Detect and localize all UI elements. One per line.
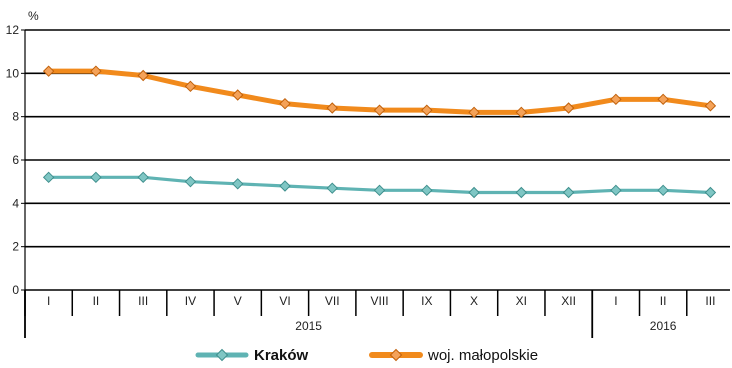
- data-point: [515, 186, 528, 199]
- x-tick-label: V: [234, 294, 242, 308]
- data-point: [42, 171, 55, 184]
- year-label: 2015: [295, 319, 322, 333]
- y-tick-label: 8: [12, 110, 19, 124]
- year-label: 2016: [650, 319, 677, 333]
- x-tick-label: II: [660, 294, 667, 308]
- y-unit-label: %: [28, 9, 39, 23]
- x-tick-label: IV: [185, 294, 196, 308]
- data-point: [326, 182, 338, 194]
- data-point: [90, 65, 102, 77]
- data-point: [421, 184, 433, 197]
- x-tick-label: X: [470, 294, 478, 308]
- x-tick-label: I: [614, 294, 617, 308]
- data-point: [421, 104, 433, 116]
- x-tick-label: XI: [516, 294, 527, 308]
- data-point: [184, 80, 197, 93]
- data-point: [610, 184, 622, 197]
- x-tick-label: III: [138, 294, 148, 308]
- x-tick-label: IX: [421, 294, 432, 308]
- axes: [21, 29, 730, 338]
- data-point: [42, 65, 55, 77]
- data-point: [232, 178, 244, 190]
- legend-marker: [389, 348, 403, 362]
- x-tick-label: VI: [279, 294, 290, 308]
- x-tick-label: VII: [325, 294, 340, 308]
- series-0: [42, 171, 717, 199]
- legend-marker: [215, 348, 229, 362]
- x-tick-label: XII: [561, 294, 576, 308]
- data-point: [184, 175, 197, 188]
- legend-label: woj. małopolskie: [427, 347, 538, 364]
- data-point: [137, 171, 149, 184]
- legend: Kraków woj. małopolskie: [195, 347, 538, 364]
- data-point: [137, 69, 149, 82]
- data-point: [562, 102, 575, 114]
- data-point: [279, 180, 291, 192]
- data-point: [279, 97, 291, 110]
- legend-item: Kraków: [195, 347, 309, 364]
- data-point: [373, 184, 386, 197]
- data-point: [704, 100, 717, 112]
- x-tick-label: III: [705, 294, 715, 308]
- year-labels: 2015 2016: [295, 319, 677, 333]
- x-tick-label: I: [47, 294, 50, 308]
- data-point: [468, 186, 480, 199]
- y-tick-label: 2: [12, 240, 19, 254]
- y-tick-labels: 0 2 4 6 8 10 12: [6, 23, 20, 297]
- data-point: [657, 184, 669, 197]
- x-tick-label: II: [93, 294, 100, 308]
- data-point: [704, 186, 717, 199]
- data-point: [562, 186, 575, 199]
- data-point: [326, 102, 338, 114]
- series-lines: [42, 65, 717, 199]
- x-tick-label: VIII: [371, 294, 389, 308]
- data-point: [610, 93, 622, 106]
- data-point: [657, 93, 669, 106]
- data-point: [515, 106, 528, 119]
- data-point: [468, 106, 480, 119]
- grid-lines: [25, 29, 730, 248]
- y-tick-label: 12: [6, 23, 20, 37]
- y-tick-label: 10: [6, 66, 20, 80]
- y-tick-label: 4: [12, 196, 19, 210]
- legend-label: Kraków: [254, 347, 309, 364]
- data-point: [90, 171, 102, 184]
- data-point: [373, 104, 386, 116]
- series-1: [42, 65, 717, 119]
- y-tick-label: 6: [12, 153, 19, 167]
- y-tick-label: 0: [12, 283, 19, 297]
- data-point: [232, 89, 244, 101]
- x-tick-labels: I II III IV V VI VII VIII IX X XI XII I II III: [47, 294, 715, 308]
- legend-item: woj. małopolskie: [369, 347, 538, 364]
